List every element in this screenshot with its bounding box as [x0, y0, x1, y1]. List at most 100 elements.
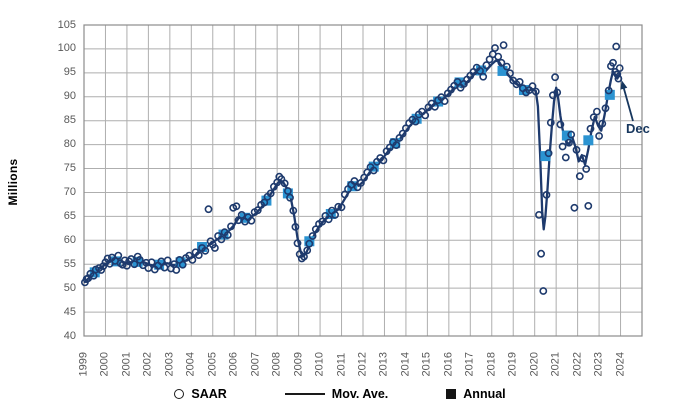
x-tick-label: 2005	[206, 352, 219, 377]
x-tick-label: 2002	[141, 352, 154, 377]
saar-point	[614, 74, 623, 83]
saar-point	[502, 62, 511, 71]
x-tick-label: 2012	[356, 352, 369, 377]
saar-point	[601, 104, 610, 113]
x-tick-label: 2024	[614, 352, 627, 377]
saar-point	[553, 88, 562, 97]
saar-point	[604, 86, 613, 95]
saar-point	[300, 252, 308, 261]
saar-point	[280, 179, 289, 188]
annual-point	[111, 256, 122, 267]
y-tick-label: 75	[63, 162, 76, 175]
saar-point	[612, 42, 621, 51]
saar-point	[579, 154, 587, 163]
saar-point	[476, 67, 484, 75]
y-axis-title: Millions	[6, 158, 20, 206]
saar-point	[506, 69, 514, 78]
circle-marker-icon	[174, 389, 185, 399]
saar-point	[194, 251, 203, 259]
annual-point	[540, 151, 551, 162]
saar-point	[318, 217, 327, 226]
saar-point	[293, 239, 302, 248]
saar-point	[188, 255, 197, 264]
x-tick-label: 2013	[377, 352, 390, 377]
saar-point	[598, 119, 607, 128]
x-tick-label: 2011	[335, 352, 348, 377]
x-tick-label: 2022	[571, 352, 584, 377]
saar-point	[99, 262, 108, 270]
x-tick-label: 2016	[442, 352, 455, 377]
legend: SAAR Mov. Ave. Annual	[0, 383, 680, 405]
saar-point	[308, 232, 317, 240]
saar-point	[572, 145, 581, 154]
saar-point	[305, 239, 314, 248]
saar-point	[497, 58, 506, 67]
dec-arrow	[622, 86, 634, 122]
saar-point	[531, 87, 540, 96]
saar-point	[482, 61, 491, 70]
saar-point	[163, 256, 172, 265]
saar-point	[528, 82, 537, 91]
saar-point	[172, 266, 181, 274]
saar-point	[210, 244, 219, 252]
x-tick-label: 2006	[227, 352, 240, 377]
y-tick-label: 65	[63, 209, 76, 222]
saar-point	[546, 118, 555, 127]
x-tick-label: 2023	[592, 352, 605, 377]
saar-point	[615, 64, 624, 72]
annual-point	[561, 130, 572, 141]
y-tick-label: 100	[57, 42, 76, 55]
saar-point	[421, 111, 430, 120]
saar-point	[291, 222, 300, 231]
annual-point	[497, 65, 508, 76]
saar-point	[589, 113, 598, 122]
saar-point	[227, 222, 235, 231]
y-tick-label: 55	[63, 257, 76, 270]
x-tick-label: 1999	[77, 352, 90, 377]
saar-point	[289, 206, 298, 215]
y-tick-label: 90	[63, 90, 76, 103]
saar-point	[551, 73, 559, 82]
saar-point	[286, 193, 294, 202]
saar-point	[491, 44, 499, 52]
saar-point	[324, 215, 333, 224]
saar-point	[479, 72, 488, 81]
saar-point	[260, 198, 269, 207]
dec-annotation-label: Dec	[626, 121, 650, 136]
saar-point	[392, 141, 401, 149]
saar-point	[515, 78, 524, 86]
saar-point	[539, 287, 548, 295]
legend-item-mov-ave: Mov. Ave.	[284, 387, 388, 401]
x-tick-label: 2014	[399, 352, 412, 377]
annual-point	[454, 77, 465, 88]
saar-point	[593, 107, 601, 116]
x-tick-label: 2004	[184, 352, 197, 377]
saar-point	[114, 251, 123, 260]
y-tick-label: 50	[63, 281, 76, 294]
saar-point	[535, 210, 543, 219]
legend-item-annual: Annual	[446, 387, 506, 401]
square-marker-icon	[446, 389, 457, 399]
saar-point	[499, 41, 508, 49]
x-tick-label: 2018	[485, 352, 498, 377]
annual-point	[604, 89, 615, 100]
saar-point	[411, 117, 420, 126]
saar-point	[440, 97, 449, 105]
saar-point	[537, 249, 545, 258]
saar-point	[303, 246, 312, 255]
annual-point	[476, 65, 487, 76]
annual-point	[197, 242, 208, 253]
x-tick-label: 2020	[528, 352, 541, 377]
saar-point	[567, 130, 576, 139]
saar-point	[334, 202, 343, 211]
saar-point	[204, 205, 213, 214]
x-tick-label: 2015	[420, 352, 433, 377]
saar-point	[542, 190, 551, 199]
saar-point	[430, 102, 439, 111]
x-tick-label: 2019	[506, 352, 519, 377]
saar-point	[130, 260, 139, 269]
saar-point	[558, 142, 567, 151]
saar-point	[570, 203, 579, 212]
